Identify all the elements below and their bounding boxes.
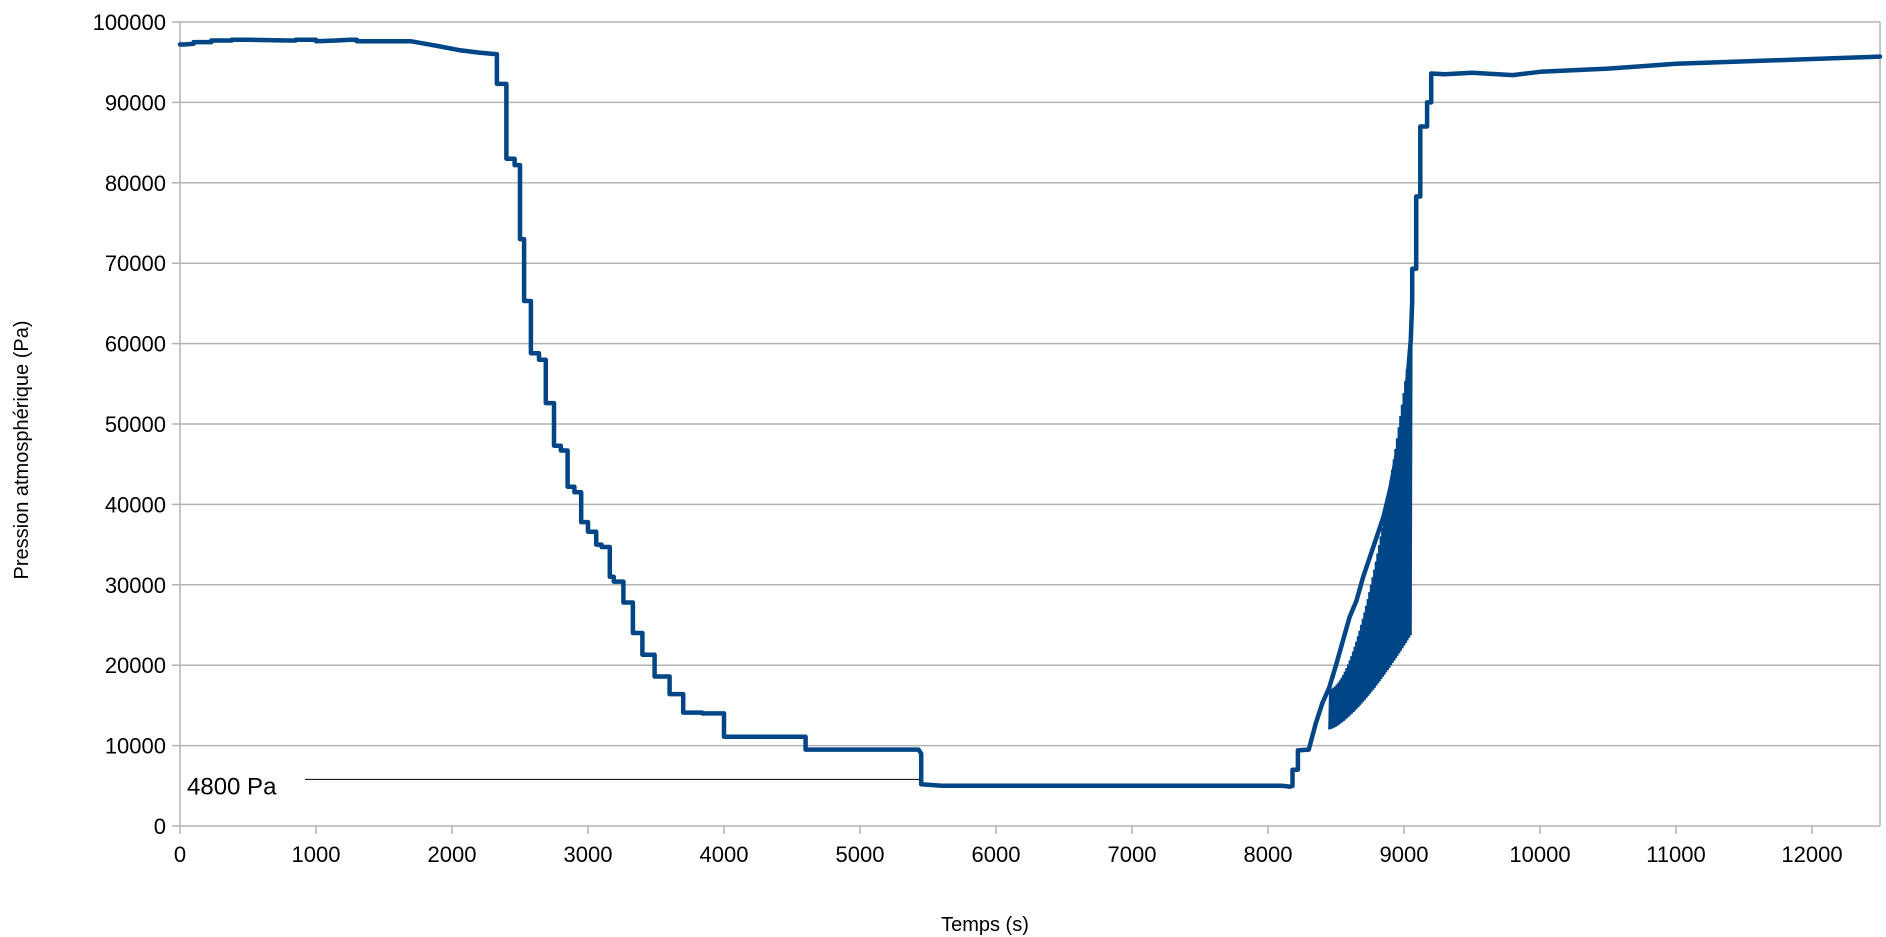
series-layer (177, 37, 1883, 789)
x-tick-label-4000: 4000 (700, 842, 749, 867)
annotation-label-0: 4800 Pa (187, 773, 277, 800)
x-tick-label-10000: 10000 (1509, 842, 1570, 867)
x-tick-label-5000: 5000 (836, 842, 885, 867)
axes (172, 21, 1881, 834)
y-tick-label-70000: 70000 (105, 251, 166, 276)
x-tick-label-7000: 7000 (1108, 842, 1157, 867)
x-tick-label-3000: 3000 (564, 842, 613, 867)
y-tick-label-50000: 50000 (105, 412, 166, 437)
y-axis-title: Pression atmosphérique (Pa) (11, 320, 33, 579)
y-tick-labels: 0 10000 20000 30000 40000 50000 60000 70000 8000… (93, 10, 166, 839)
y-tick-label-0: 0 (154, 814, 166, 839)
y-tick-label-90000: 90000 (105, 90, 166, 115)
x-tick-label-12000: 12000 (1781, 842, 1842, 867)
x-axis-title: Temps (s) (941, 914, 1029, 936)
x-tick-label-9000: 9000 (1380, 842, 1429, 867)
x-tick-label-8000: 8000 (1244, 842, 1293, 867)
x-tick-label-11000: 11000 (1646, 842, 1706, 867)
x-tick-label-0: 0 (174, 842, 186, 867)
x-tick-labels: 0 1000 2000 3000 4000 5000 6000 7000 8000 9000 100… (174, 842, 1843, 867)
y-tick-label-100000: 100000 (93, 10, 166, 35)
x-tick-label-2000: 2000 (428, 842, 477, 867)
y-tick-label-20000: 20000 (105, 653, 166, 678)
gridlines (180, 21, 1880, 747)
x-tick-label-6000: 6000 (972, 842, 1021, 867)
x-tick-label-1000: 1000 (292, 842, 341, 867)
y-tick-label-30000: 30000 (105, 573, 166, 598)
annotation-layer: 4800 Pa (187, 773, 920, 800)
series-oscillation-band-0 (1328, 331, 1413, 730)
y-tick-label-10000: 10000 (105, 734, 166, 759)
y-tick-label-40000: 40000 (105, 492, 166, 517)
y-tick-label-60000: 60000 (105, 332, 166, 357)
y-tick-label-80000: 80000 (105, 171, 166, 196)
